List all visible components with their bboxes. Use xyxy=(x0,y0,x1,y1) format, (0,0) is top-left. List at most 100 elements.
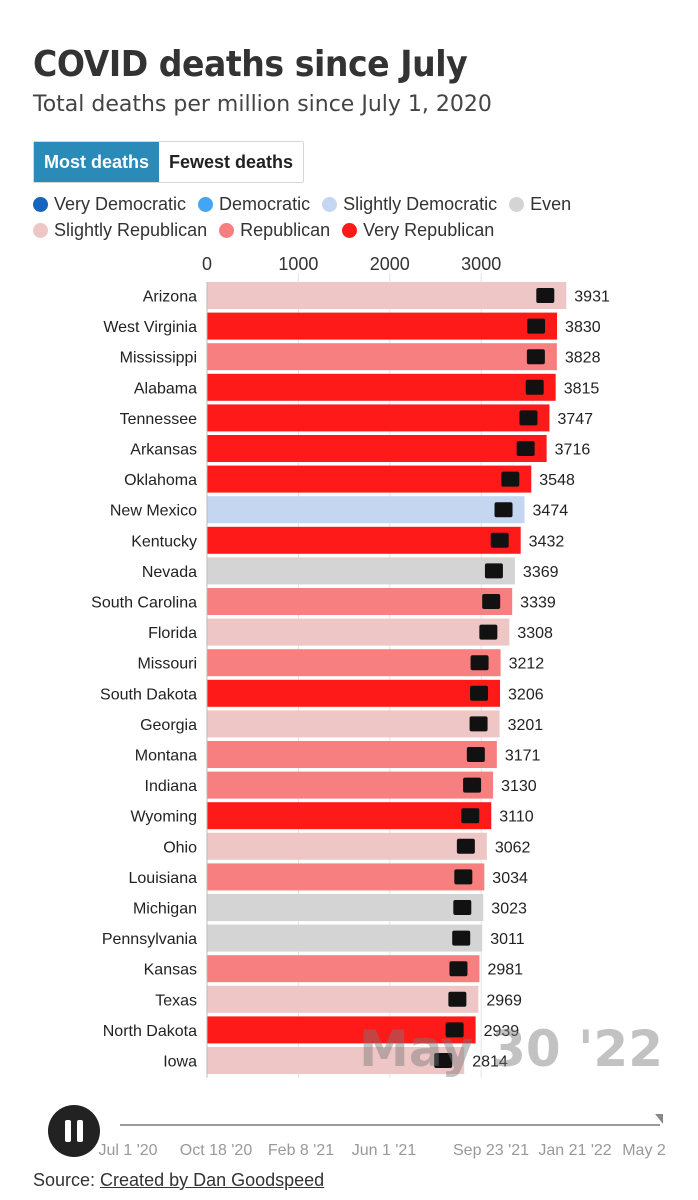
bar xyxy=(207,526,521,554)
value-label: 3062 xyxy=(495,839,531,856)
category-label: New Mexico xyxy=(110,503,197,520)
state-shape-icon xyxy=(536,288,555,303)
value-label: 3716 xyxy=(555,442,591,459)
legend-item[interactable]: Slightly Republican xyxy=(33,219,207,241)
category-label: Iowa xyxy=(163,1054,197,1071)
category-label: West Virginia xyxy=(103,319,197,336)
x-tick-label: 2000 xyxy=(370,254,410,274)
category-label: Pennsylvania xyxy=(102,931,197,948)
bar xyxy=(207,955,480,983)
legend-item[interactable]: Even xyxy=(509,193,571,215)
timeline-slider[interactable]: Jul 1 '20 Oct 18 '20 Feb 8 '21 Jun 1 '21 Sep… xyxy=(98,1114,666,1159)
source-line: Source: Created by Dan Goodspeed xyxy=(33,1170,324,1191)
state-shape-icon xyxy=(448,991,467,1007)
bar xyxy=(207,465,532,493)
state-shape-icon xyxy=(525,379,544,395)
legend-item[interactable]: Very Democratic xyxy=(33,193,186,215)
legend-label: Even xyxy=(530,193,572,214)
legend-swatch xyxy=(33,196,48,212)
category-label: South Dakota xyxy=(100,686,197,703)
bar xyxy=(207,496,525,524)
value-label: 3747 xyxy=(557,411,593,428)
value-label: 3432 xyxy=(529,533,565,550)
bar-chart: 0 1000 2000 3000 Arizona 3931 West Virginia 383… xyxy=(91,254,610,1078)
most-deaths-button[interactable]: Most deaths xyxy=(34,142,160,182)
bar xyxy=(207,894,484,921)
category-label: Tennessee xyxy=(120,411,197,428)
pause-icon xyxy=(65,1120,83,1142)
bar xyxy=(207,985,479,1013)
value-label: 3828 xyxy=(565,350,601,367)
category-label: Arkansas xyxy=(130,442,197,459)
state-shape-icon xyxy=(470,655,489,671)
value-label: 3130 xyxy=(501,778,537,795)
legend-swatch xyxy=(198,196,214,212)
source-prefix: Source: xyxy=(33,1170,101,1190)
bar xyxy=(207,1047,465,1074)
value-label: 3201 xyxy=(508,717,544,734)
value-label: 3339 xyxy=(520,595,556,612)
timeline-tick: Feb 8 '21 xyxy=(267,1142,335,1159)
bar xyxy=(207,832,487,860)
bar xyxy=(207,588,513,615)
legend-label: Slightly Democratic xyxy=(343,193,498,214)
timeline-tick: Jul 1 '20 xyxy=(98,1142,158,1159)
state-shape-icon xyxy=(490,532,509,548)
legend-item[interactable]: Democratic xyxy=(198,193,310,215)
state-shape-icon xyxy=(470,685,489,701)
category-label: Florida xyxy=(148,625,197,642)
bar xyxy=(207,312,558,340)
value-label: 3369 xyxy=(523,564,559,581)
state-shape-icon xyxy=(461,808,480,824)
category-label: Georgia xyxy=(140,717,197,734)
bar xyxy=(207,1016,476,1044)
state-shape-icon xyxy=(516,441,535,456)
bar xyxy=(207,649,501,677)
state-shape-icon xyxy=(482,594,501,609)
bar xyxy=(207,282,567,309)
bar xyxy=(207,802,492,830)
legend-swatch xyxy=(322,196,338,212)
value-label: 2981 xyxy=(487,962,523,979)
source-link[interactable]: Created by Dan Goodspeed xyxy=(100,1170,325,1190)
pause-button[interactable] xyxy=(48,1105,100,1157)
bar xyxy=(207,863,485,891)
fewest-deaths-button[interactable]: Fewest deaths xyxy=(159,142,304,182)
legend-item[interactable]: Very Republican xyxy=(342,219,494,241)
timeline-tick: May 2 xyxy=(622,1142,666,1159)
legend-label: Very Republican xyxy=(363,219,495,240)
chart-subtitle: Total deaths per million since July 1, 2… xyxy=(33,92,492,117)
timeline-handle[interactable] xyxy=(655,1114,663,1124)
value-label: 3023 xyxy=(491,901,527,918)
legend-swatch xyxy=(509,196,525,212)
bar xyxy=(207,771,494,799)
legend-item[interactable]: Republican xyxy=(219,219,330,241)
category-label: Missouri xyxy=(137,656,197,673)
value-label: 3206 xyxy=(508,686,544,703)
date-label: May 30 '22 xyxy=(359,1020,663,1078)
bar xyxy=(207,435,547,462)
legend-label: Slightly Republican xyxy=(54,219,208,240)
value-label: 3815 xyxy=(564,380,600,397)
bar xyxy=(207,924,483,952)
timeline-tick: Jan 21 '22 xyxy=(538,1142,612,1159)
category-label: Wyoming xyxy=(130,809,197,826)
state-shape-icon xyxy=(479,624,498,640)
category-label: Mississippi xyxy=(120,350,197,367)
state-shape-icon xyxy=(484,563,503,579)
value-label: 3171 xyxy=(505,748,541,765)
chart-title: COVID deaths since July xyxy=(33,44,468,85)
category-label: Kansas xyxy=(144,962,197,979)
timeline-track[interactable] xyxy=(120,1124,660,1126)
timeline-tick: Sep 23 '21 xyxy=(452,1142,530,1159)
state-shape-icon xyxy=(519,410,538,426)
category-label: Arizona xyxy=(143,289,197,306)
legend-label: Democratic xyxy=(219,193,311,214)
state-shape-icon xyxy=(452,930,471,946)
legend-item[interactable]: Slightly Democratic xyxy=(322,193,497,215)
x-tick-label: 0 xyxy=(202,254,212,274)
category-label: Michigan xyxy=(133,901,197,918)
state-shape-icon xyxy=(466,747,485,762)
legend-label: Republican xyxy=(240,219,331,240)
state-shape-icon xyxy=(469,716,488,732)
